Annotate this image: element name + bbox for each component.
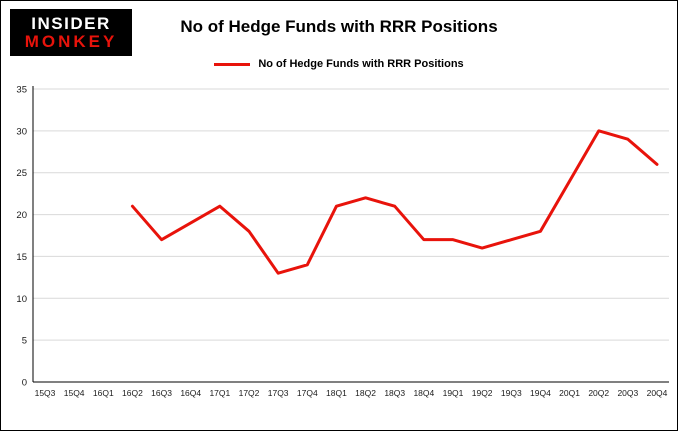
x-tick-label: 17Q3 xyxy=(268,388,289,398)
x-tick-label: 17Q1 xyxy=(209,388,230,398)
series-line xyxy=(130,129,659,275)
x-tick-label: 20Q4 xyxy=(647,388,668,398)
legend-label: No of Hedge Funds with RRR Positions xyxy=(258,58,464,70)
line-chart: 0 5 10 15 20 25 30 35 15Q3 15Q4 16Q1 16Q2 16Q3 16Q4 17… xyxy=(16,85,669,398)
x-tick-label: 15Q4 xyxy=(64,388,85,398)
x-tick-label: 20Q3 xyxy=(617,388,638,398)
insider-monkey-logo: INSIDER MONKEY xyxy=(10,9,132,56)
y-tick-label: 30 xyxy=(16,126,27,137)
x-tick-label: 16Q2 xyxy=(122,388,143,398)
legend: No of Hedge Funds with RRR Positions xyxy=(1,58,677,70)
x-tick-label: 18Q4 xyxy=(413,388,434,398)
y-tick-label: 25 xyxy=(16,168,27,179)
x-tick-label: 16Q4 xyxy=(180,388,201,398)
chart-title: No of Hedge Funds with RRR Positions xyxy=(180,17,498,36)
x-tick-label: 15Q3 xyxy=(35,388,56,398)
y-tick-label: 35 xyxy=(16,85,27,96)
x-tick-label: 18Q1 xyxy=(326,388,347,398)
x-tick-label: 17Q4 xyxy=(297,388,318,398)
y-tick-label: 0 xyxy=(22,378,27,389)
y-tick-label: 5 xyxy=(22,336,27,347)
logo-text-insider: INSIDER xyxy=(31,13,111,33)
x-tick-label: 19Q3 xyxy=(501,388,522,398)
y-tick-label: 20 xyxy=(16,210,27,221)
x-tick-label: 20Q1 xyxy=(559,388,580,398)
x-tick-label: 18Q2 xyxy=(355,388,376,398)
x-tick-label: 20Q2 xyxy=(588,388,609,398)
x-tick-label: 18Q3 xyxy=(384,388,405,398)
legend-line-icon xyxy=(214,62,251,66)
x-tick-label: 16Q3 xyxy=(151,388,172,398)
x-tick-label: 17Q2 xyxy=(239,388,260,398)
logo-text-monkey: MONKEY xyxy=(24,31,118,51)
x-tick-label: 19Q1 xyxy=(443,388,464,398)
x-tick-label: 19Q4 xyxy=(530,388,551,398)
x-tick-label: 16Q1 xyxy=(93,388,114,398)
y-tick-label: 15 xyxy=(16,252,27,263)
x-tick-label: 19Q2 xyxy=(472,388,493,398)
y-tick-label: 10 xyxy=(16,294,27,305)
